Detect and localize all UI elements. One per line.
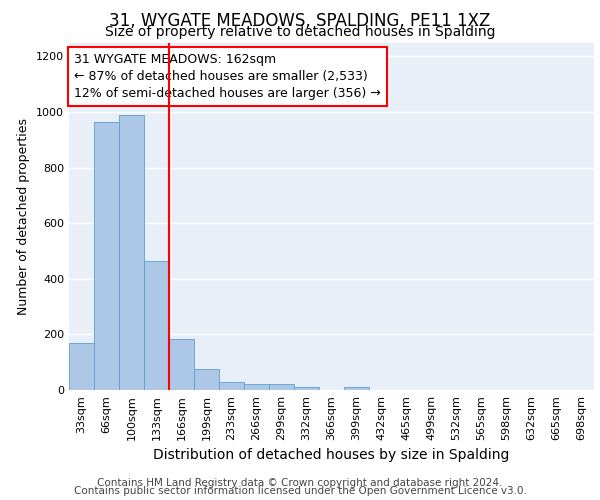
Bar xyxy=(269,384,294,390)
Text: Contains public sector information licensed under the Open Government Licence v3: Contains public sector information licen… xyxy=(74,486,526,496)
Text: 31, WYGATE MEADOWS, SPALDING, PE11 1XZ: 31, WYGATE MEADOWS, SPALDING, PE11 1XZ xyxy=(109,12,491,30)
Bar xyxy=(244,384,269,390)
Text: 31 WYGATE MEADOWS: 162sqm
← 87% of detached houses are smaller (2,533)
12% of se: 31 WYGATE MEADOWS: 162sqm ← 87% of detac… xyxy=(74,53,381,100)
Bar xyxy=(294,386,319,390)
Bar xyxy=(194,369,219,390)
Bar xyxy=(169,338,194,390)
X-axis label: Distribution of detached houses by size in Spalding: Distribution of detached houses by size … xyxy=(154,448,509,462)
Bar xyxy=(119,115,144,390)
Text: Contains HM Land Registry data © Crown copyright and database right 2024.: Contains HM Land Registry data © Crown c… xyxy=(97,478,503,488)
Y-axis label: Number of detached properties: Number of detached properties xyxy=(17,118,31,315)
Bar xyxy=(69,342,94,390)
Bar xyxy=(94,122,119,390)
Bar xyxy=(144,260,169,390)
Bar xyxy=(344,386,369,390)
Text: Size of property relative to detached houses in Spalding: Size of property relative to detached ho… xyxy=(105,25,495,39)
Bar xyxy=(219,382,244,390)
